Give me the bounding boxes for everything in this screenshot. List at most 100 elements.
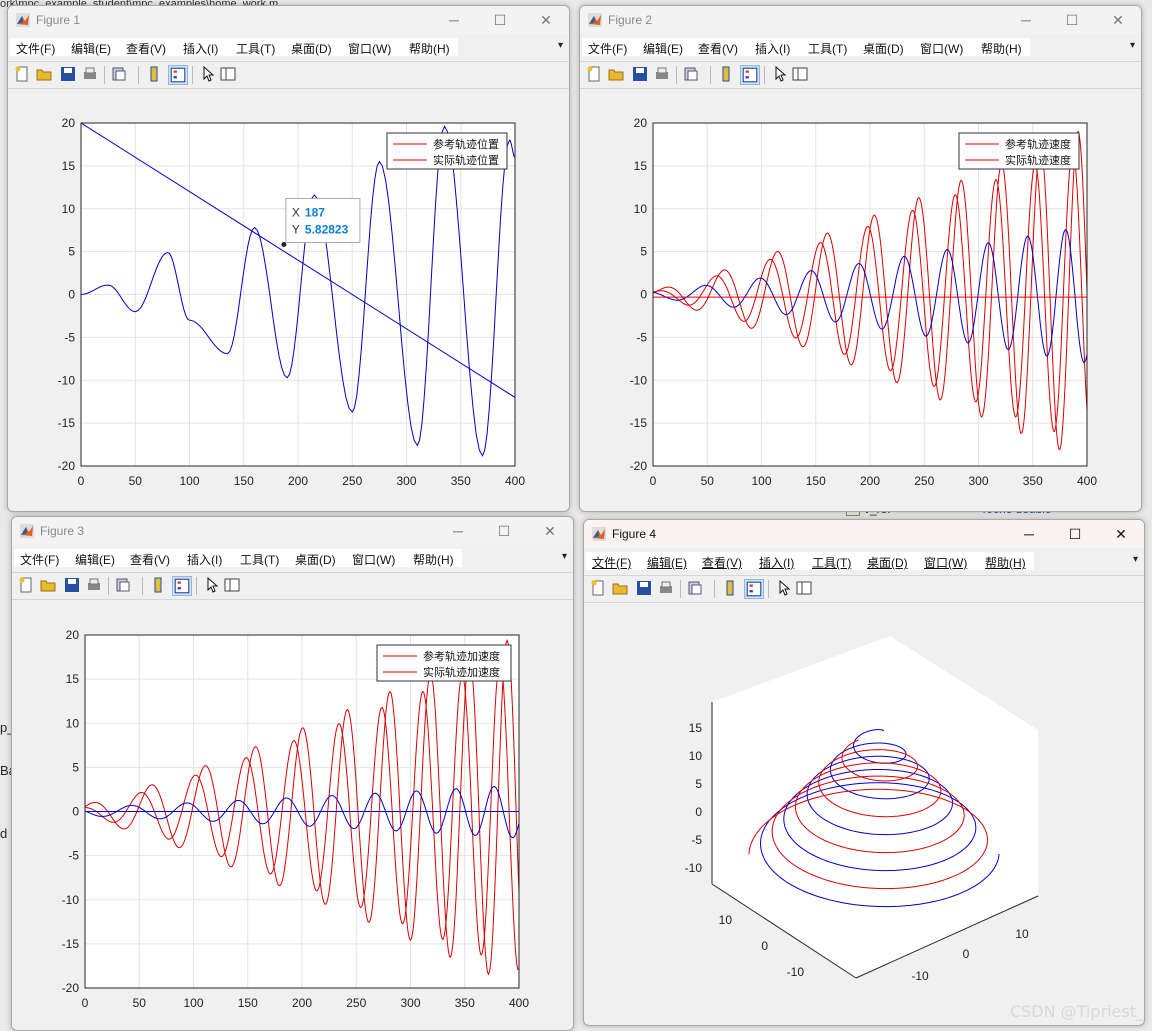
figure-window-1[interactable]: Figure 1 ─ ☐ ✕ 文件(F) 编辑(E) 查看(V) 插入(I) 工… xyxy=(7,5,570,512)
menu-view[interactable]: 查看(V) xyxy=(126,42,166,56)
menu-window[interactable]: 窗口(W) xyxy=(920,42,964,56)
axes-figure-4[interactable]: -10 -5 0 5 10 15 10 0 -10 10 0 -10 xyxy=(584,602,1144,1025)
menu-expand-icon[interactable]: ▾ xyxy=(1132,554,1138,565)
title-bar[interactable]: Figure 3 ─ ☐ ✕ xyxy=(12,517,573,545)
title-bar[interactable]: Figure 1 ─ ☐ ✕ xyxy=(8,6,569,34)
minimize-button[interactable]: ─ xyxy=(1021,12,1031,28)
print-icon[interactable] xyxy=(86,577,102,593)
datatip[interactable]: X 187 Y 5.82823 xyxy=(285,198,361,244)
colorbar-icon[interactable] xyxy=(146,66,162,82)
plot-area[interactable]: -10 -5 0 5 10 15 10 0 -10 10 0 -10 xyxy=(584,602,1144,1025)
menu-view[interactable]: 查看(V) xyxy=(130,553,170,567)
legend-icon[interactable] xyxy=(168,65,188,85)
menu-window[interactable]: 窗口(W) xyxy=(924,556,968,570)
menu-expand-icon[interactable]: ▾ xyxy=(557,40,563,51)
menu-tools[interactable]: 工具(T) xyxy=(812,556,852,570)
menu-insert[interactable]: 插入(I) xyxy=(755,42,791,56)
maximize-button[interactable]: ☐ xyxy=(1065,12,1079,28)
menu-edit[interactable]: 编辑(E) xyxy=(75,553,115,567)
link-icon[interactable] xyxy=(115,577,131,593)
menu-desktop[interactable]: 桌面(D) xyxy=(291,42,332,56)
save-icon[interactable] xyxy=(636,580,652,596)
axes-figure-2[interactable]: 0 50 100 150 200 250 300 350 400 -20 -15 -10 -5 0 5 10 1… xyxy=(580,88,1141,511)
link-icon[interactable] xyxy=(683,66,699,82)
menu-insert[interactable]: 插入(I) xyxy=(183,42,219,56)
menu-help[interactable]: 帮助(H) xyxy=(413,553,454,567)
close-button[interactable]: ✕ xyxy=(544,523,556,539)
datatip-marker[interactable] xyxy=(281,242,287,248)
menu-expand-icon[interactable]: ▾ xyxy=(1129,40,1135,51)
menu-insert[interactable]: 插入(I) xyxy=(759,556,795,570)
plot-area[interactable]: 0 50 100 150 200 250 300 350 400 -20 -15 -10 -5 0 5 10 1… xyxy=(8,88,569,511)
open-file-icon[interactable] xyxy=(40,577,56,593)
axes-figure-3[interactable]: 0 50 100 150 200 250 300 350 400 -20 -15 -10 -5 0 5 10 1… xyxy=(12,599,573,1030)
menu-edit[interactable]: 编辑(E) xyxy=(643,42,683,56)
maximize-button[interactable]: ☐ xyxy=(497,523,511,539)
menu-tools[interactable]: 工具(T) xyxy=(240,553,280,567)
menu-desktop[interactable]: 桌面(D) xyxy=(295,553,336,567)
colorbar-icon[interactable] xyxy=(722,580,738,596)
save-icon[interactable] xyxy=(632,66,648,82)
plot-area[interactable]: 0 50 100 150 200 250 300 350 400 -20 -15 -10 -5 0 5 10 1… xyxy=(12,599,573,1030)
open-file-icon[interactable] xyxy=(612,580,628,596)
menu-edit[interactable]: 编辑(E) xyxy=(71,42,111,56)
menu-file[interactable]: 文件(F) xyxy=(588,42,628,56)
pointer-icon[interactable] xyxy=(200,66,216,82)
link-icon[interactable] xyxy=(687,580,703,596)
minimize-button[interactable]: ─ xyxy=(453,523,463,539)
open-file-icon[interactable] xyxy=(36,66,52,82)
menu-window[interactable]: 窗口(W) xyxy=(352,553,396,567)
save-icon[interactable] xyxy=(64,577,80,593)
print-icon[interactable] xyxy=(654,66,670,82)
menu-help[interactable]: 帮助(H) xyxy=(409,42,450,56)
figure-window-3[interactable]: Figure 3 ─ ☐ ✕ 文件(F) 编辑(E) 查看(V) 插入(I) 工… xyxy=(11,516,574,1031)
print-icon[interactable] xyxy=(658,580,674,596)
figure-window-2[interactable]: Figure 2 ─ ☐ ✕ 文件(F) 编辑(E) 查看(V) 插入(I) 工… xyxy=(579,5,1142,512)
menu-desktop[interactable]: 桌面(D) xyxy=(867,556,908,570)
title-bar[interactable]: Figure 2 ─ ☐ ✕ xyxy=(580,6,1141,34)
menu-file[interactable]: 文件(F) xyxy=(16,42,56,56)
colorbar-icon[interactable] xyxy=(150,577,166,593)
menu-file[interactable]: 文件(F) xyxy=(592,556,632,570)
menu-help[interactable]: 帮助(H) xyxy=(985,556,1026,570)
pointer-icon[interactable] xyxy=(204,577,220,593)
menu-insert[interactable]: 插入(I) xyxy=(187,553,223,567)
open-file-icon[interactable] xyxy=(608,66,624,82)
maximize-button[interactable]: ☐ xyxy=(493,12,507,28)
menu-desktop[interactable]: 桌面(D) xyxy=(863,42,904,56)
title-bar[interactable]: Figure 4 ─ ☐ ✕ xyxy=(584,520,1144,548)
menu-window[interactable]: 窗口(W) xyxy=(348,42,392,56)
legend-icon[interactable] xyxy=(740,65,760,85)
new-figure-icon[interactable] xyxy=(590,580,606,596)
save-icon[interactable] xyxy=(60,66,76,82)
property-editor-icon[interactable] xyxy=(220,66,236,82)
figure-window-4[interactable]: Figure 4 ─ ☐ ✕ 文件(F) 编辑(E) 查看(V) 插入(I) 工… xyxy=(583,519,1145,1026)
property-editor-icon[interactable] xyxy=(796,580,812,596)
colorbar-icon[interactable] xyxy=(718,66,734,82)
minimize-button[interactable]: ─ xyxy=(1024,526,1034,542)
property-editor-icon[interactable] xyxy=(224,577,240,593)
property-editor-icon[interactable] xyxy=(792,66,808,82)
plot-area[interactable]: 0 50 100 150 200 250 300 350 400 -20 -15 -10 -5 0 5 10 1… xyxy=(580,88,1141,511)
menu-edit[interactable]: 编辑(E) xyxy=(647,556,687,570)
menu-tools[interactable]: 工具(T) xyxy=(236,42,276,56)
minimize-button[interactable]: ─ xyxy=(449,12,459,28)
pointer-icon[interactable] xyxy=(772,66,788,82)
new-figure-icon[interactable] xyxy=(586,66,602,82)
pointer-icon[interactable] xyxy=(776,580,792,596)
close-button[interactable]: ✕ xyxy=(1115,526,1127,542)
menu-file[interactable]: 文件(F) xyxy=(20,553,60,567)
menu-view[interactable]: 查看(V) xyxy=(698,42,738,56)
new-figure-icon[interactable] xyxy=(14,66,30,82)
legend-icon[interactable] xyxy=(172,576,192,596)
menu-tools[interactable]: 工具(T) xyxy=(808,42,848,56)
close-button[interactable]: ✕ xyxy=(1112,12,1124,28)
axes-figure-1[interactable]: 0 50 100 150 200 250 300 350 400 -20 -15 -10 -5 0 5 10 1… xyxy=(8,88,569,511)
maximize-button[interactable]: ☐ xyxy=(1068,526,1082,542)
print-icon[interactable] xyxy=(82,66,98,82)
close-button[interactable]: ✕ xyxy=(540,12,552,28)
legend-icon[interactable] xyxy=(744,579,764,599)
